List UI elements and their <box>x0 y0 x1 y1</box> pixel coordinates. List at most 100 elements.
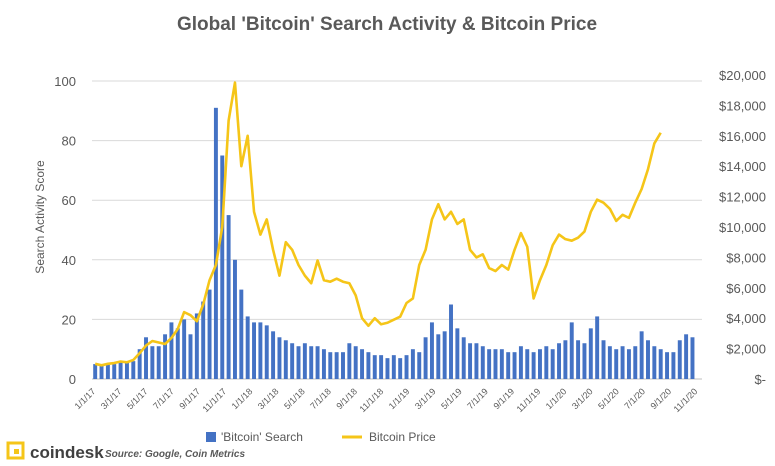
right-axis-tick-label: $18,000 <box>719 98 766 113</box>
search-bar <box>525 349 530 379</box>
search-bar <box>468 343 473 379</box>
search-bar <box>658 349 663 379</box>
search-bar <box>417 352 422 379</box>
price-line <box>94 81 662 367</box>
search-bar <box>429 322 434 379</box>
search-bar <box>131 361 136 379</box>
coindesk-logo-text: coindesk <box>30 443 104 462</box>
search-bar <box>156 346 161 379</box>
search-bar <box>93 364 98 379</box>
left-axis-tick-label: 40 <box>62 253 76 268</box>
search-bar <box>626 349 631 379</box>
search-bar <box>366 352 371 379</box>
search-bar <box>245 316 250 379</box>
search-bar <box>620 346 625 379</box>
legend: 'Bitcoin' Search Bitcoin Price <box>206 430 436 444</box>
search-bar <box>175 328 180 379</box>
search-bar <box>582 343 587 379</box>
search-bar <box>347 343 352 379</box>
search-bar <box>309 346 314 379</box>
search-bar <box>372 355 377 379</box>
search-bar <box>639 331 644 379</box>
search-bar <box>105 364 110 379</box>
source-note: Source: Google, Coin Metrics <box>105 449 245 460</box>
search-bar <box>328 352 333 379</box>
search-bar <box>385 358 390 379</box>
right-axis-ticks: $- $2,000 $4,000 $6,000 $8,000 $10,000 $12,000… <box>719 68 766 387</box>
left-axis-tick-label: 100 <box>54 74 76 89</box>
search-bar <box>360 349 365 379</box>
search-bar <box>341 352 345 379</box>
search-bar <box>544 346 549 379</box>
search-bar <box>258 322 263 379</box>
search-bar <box>264 325 269 379</box>
search-bar <box>436 334 441 379</box>
search-bar <box>220 155 225 379</box>
search-bar <box>353 346 358 379</box>
search-bar <box>124 361 129 379</box>
search-bar <box>677 340 682 379</box>
search-bar <box>315 346 320 379</box>
search-bar <box>283 340 288 379</box>
price-line-group <box>94 81 662 367</box>
search-bar <box>576 340 581 379</box>
search-bar <box>690 337 695 379</box>
search-bar <box>226 215 231 379</box>
search-bar <box>398 358 403 379</box>
search-bar <box>601 340 606 379</box>
left-axis-tick-label: 20 <box>62 312 76 327</box>
left-axis-tick-label: 0 <box>69 372 76 387</box>
search-bar <box>423 337 428 379</box>
left-axis-label: Search Activity Score <box>33 160 47 274</box>
coindesk-logo: coindesk <box>6 441 104 462</box>
left-axis-ticks: 0 20 40 60 80 100 <box>54 74 76 387</box>
search-bar <box>182 319 187 379</box>
search-bar <box>137 349 142 379</box>
search-bar <box>607 346 612 379</box>
search-bar <box>194 313 199 379</box>
chart-title: Global 'Bitcoin' Search Activity & Bitco… <box>177 14 597 35</box>
left-axis-tick-label: 60 <box>62 193 76 208</box>
search-bar <box>487 349 492 379</box>
search-bar <box>302 343 307 379</box>
search-bar <box>118 361 123 379</box>
search-bar <box>442 331 447 379</box>
right-axis-tick-label: $12,000 <box>719 190 766 205</box>
search-bar <box>150 346 155 379</box>
right-axis-tick-label: $20,000 <box>719 68 766 83</box>
search-bar <box>557 343 561 379</box>
search-bar <box>163 334 168 379</box>
right-axis-tick-label: $16,000 <box>719 129 766 144</box>
search-bar <box>201 301 206 379</box>
search-bar <box>233 259 237 379</box>
right-axis-tick-label: $6,000 <box>726 281 766 296</box>
search-bar <box>499 349 504 379</box>
search-bar <box>290 343 295 379</box>
search-bar <box>595 316 600 379</box>
search-bar <box>512 352 517 379</box>
search-bar <box>652 346 657 379</box>
search-bar <box>391 355 396 379</box>
search-bar <box>112 364 117 379</box>
right-axis-tick-label: $8,000 <box>726 250 766 265</box>
search-bar <box>99 364 104 379</box>
search-bar <box>531 352 536 379</box>
right-axis-tick-label: $- <box>754 372 766 387</box>
search-bar <box>296 346 301 379</box>
right-axis-tick-label: $10,000 <box>719 220 766 235</box>
search-bar <box>569 322 574 379</box>
search-bar <box>410 349 415 379</box>
legend-label-price: Bitcoin Price <box>369 430 436 444</box>
right-axis-tick-label: $4,000 <box>726 311 766 326</box>
search-bar <box>506 352 511 379</box>
search-bar <box>633 346 638 379</box>
search-bar <box>404 355 409 379</box>
right-axis-tick-label: $14,000 <box>719 159 766 174</box>
left-axis-tick-label: 80 <box>62 134 76 149</box>
search-bar <box>271 331 276 379</box>
coindesk-logo-icon <box>6 441 25 460</box>
search-bar <box>188 334 193 379</box>
search-bar <box>684 334 689 379</box>
